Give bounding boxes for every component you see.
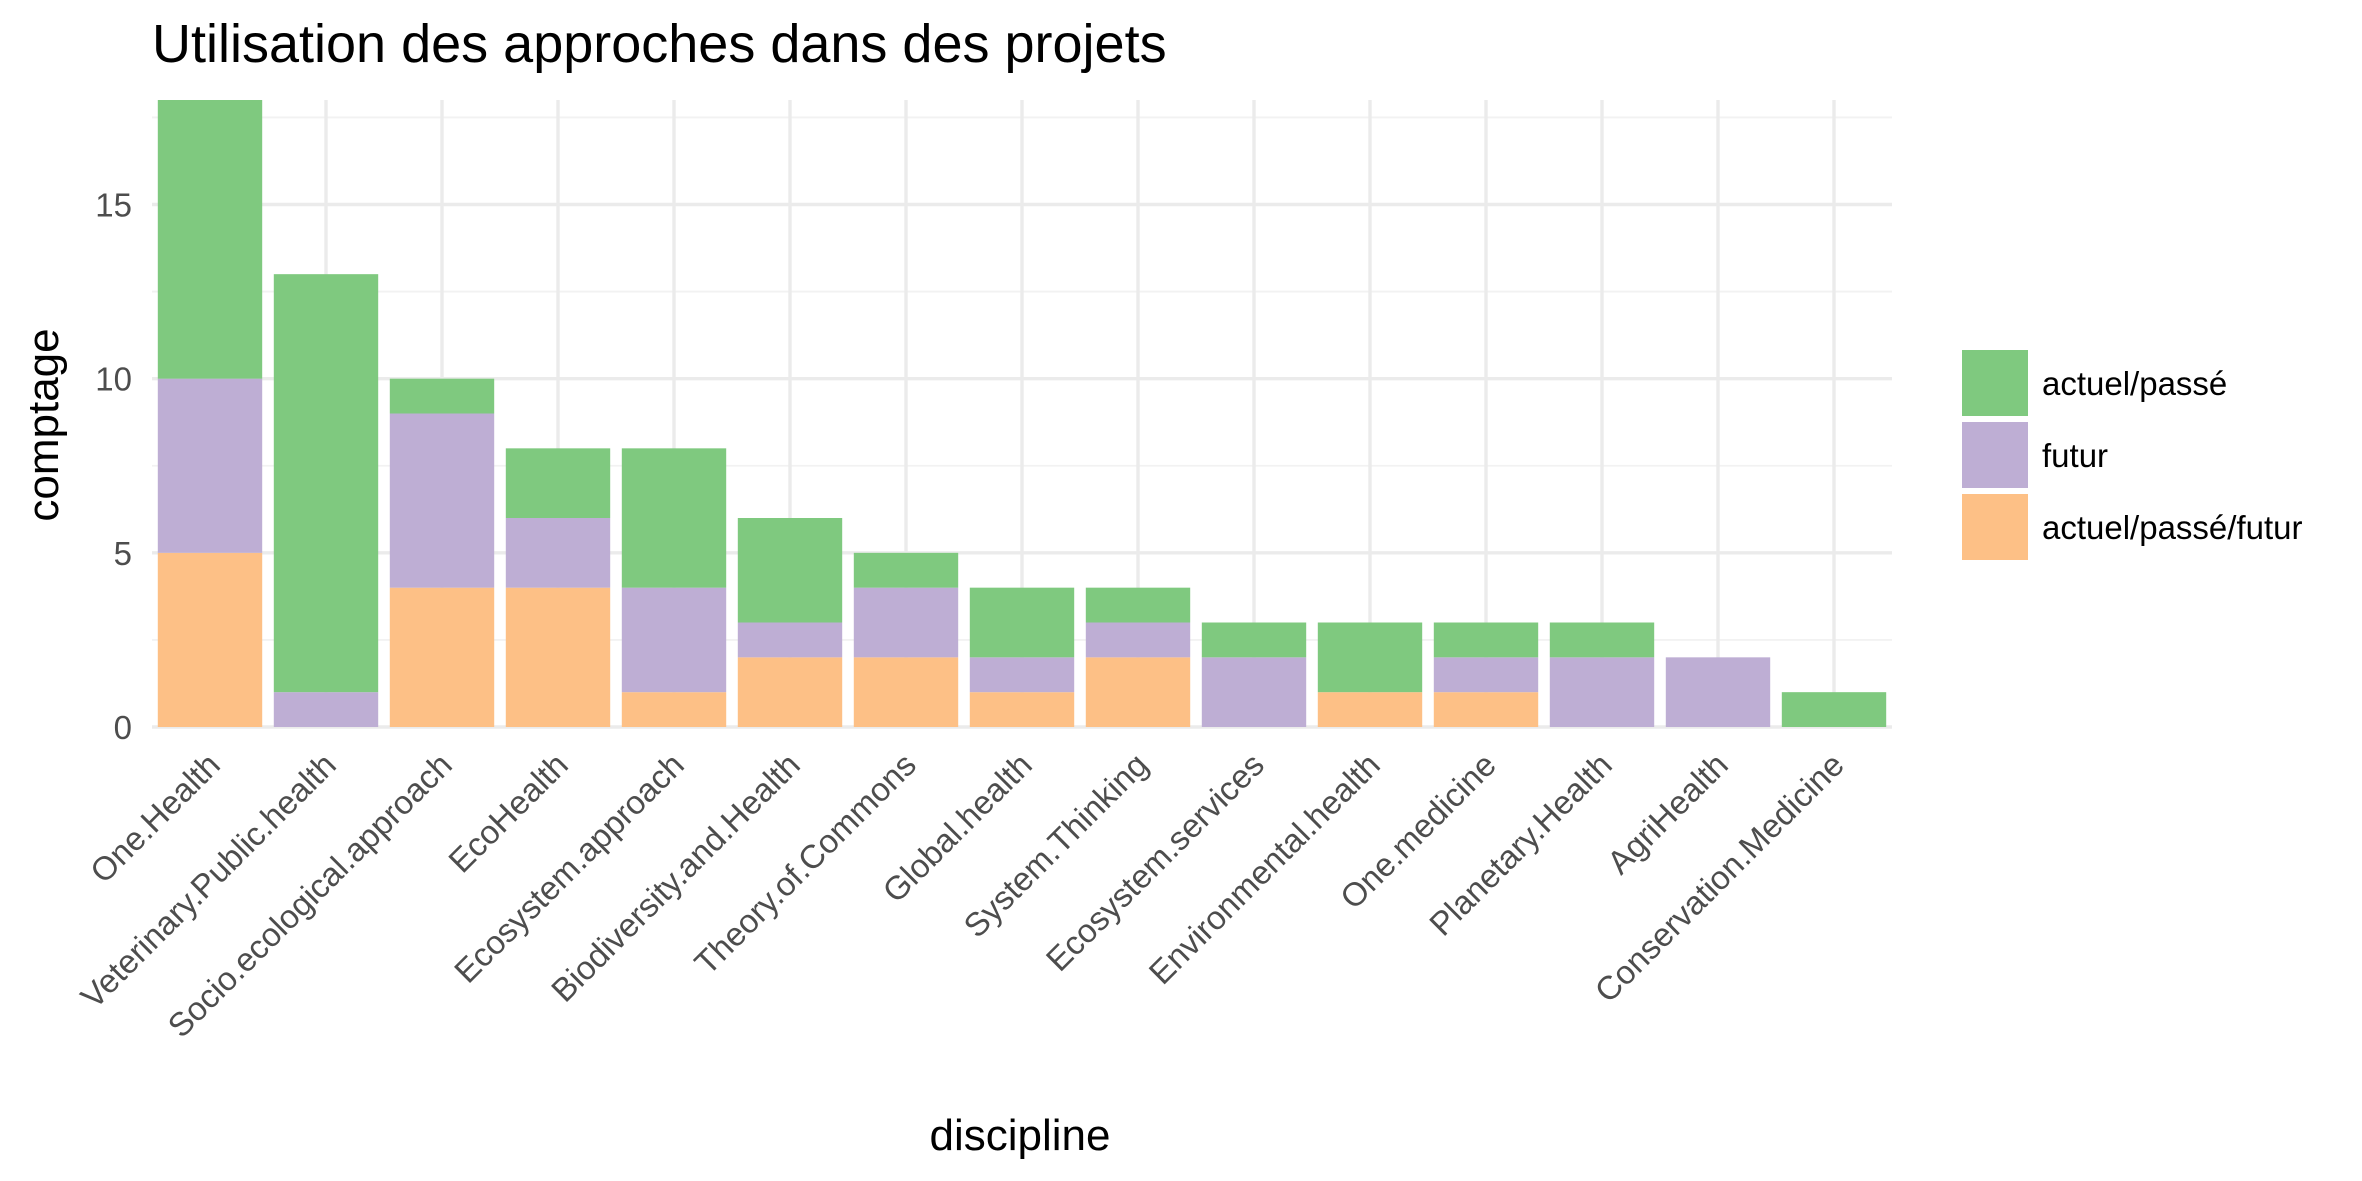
- bar-segment: Global.health — actuel/passé/futur: 1: [969, 692, 1075, 727]
- y-tick-label: 15: [95, 187, 132, 224]
- bar-segment: Global.health — actuel/passé: 2: [969, 587, 1075, 658]
- legend: actuel/passé futur actuel/passé/futur: [1962, 350, 2303, 560]
- x-tick-label: Ecosystem.services: [1039, 746, 1271, 978]
- y-axis-title: comptage: [19, 328, 68, 521]
- bar-segment: Ecosystem.approach — futur: 3: [621, 587, 727, 693]
- bar-segment: EcoHealth — actuel/passé/futur: 4: [505, 587, 611, 727]
- y-tick-label: 0: [114, 709, 132, 746]
- legend-label: actuel/passé: [2042, 365, 2227, 402]
- legend-swatch: [1962, 350, 2028, 416]
- bar-segment: Ecosystem.approach — actuel/passé/futur:…: [621, 692, 727, 727]
- bar-segment: Planetary.Health — actuel/passé: 1: [1549, 622, 1655, 658]
- bar-segment: System.Thinking — actuel/passé/futur: 2: [1085, 657, 1191, 727]
- bar-segment: Global.health — futur: 1: [969, 657, 1075, 693]
- bar-segment: Theory.of.Commons — actuel/passé/futur: …: [853, 657, 959, 727]
- bar-segment: One.medicine — futur: 1: [1433, 657, 1539, 693]
- bar-segment: System.Thinking — futur: 1: [1085, 622, 1191, 658]
- bar-segment: EcoHealth — futur: 2: [505, 518, 611, 588]
- y-axis-ticks: 0 5 10 15: [95, 187, 132, 747]
- bar-segment: Ecosystem.services — actuel/passé: 1: [1201, 622, 1307, 658]
- bar-segment: Environmental.health — actuel/passé: 2: [1317, 622, 1423, 693]
- bar-segment: Theory.of.Commons — actuel/passé: 1: [853, 552, 959, 588]
- bar-segment: System.Thinking — actuel/passé: 1: [1085, 587, 1191, 623]
- bar-segment: One.Health — futur: 5: [157, 378, 263, 553]
- y-tick-label: 10: [95, 361, 132, 398]
- legend-swatch: [1962, 422, 2028, 488]
- bar-segment: Ecosystem.approach — actuel/passé: 4: [621, 448, 727, 588]
- bar-segment: AgriHealth — futur: 2: [1665, 657, 1771, 727]
- bar-segment: Biodiversity.and.Health — actuel/passé/f…: [737, 657, 843, 727]
- bar-segment: EcoHealth — actuel/passé: 2: [505, 448, 611, 518]
- y-tick-label: 5: [114, 535, 132, 572]
- x-tick-label: Environmental.health: [1142, 746, 1387, 991]
- legend-label: actuel/passé/futur: [2042, 509, 2303, 546]
- bar-segment: Environmental.health — actuel/passé/futu…: [1317, 692, 1423, 727]
- bar-segment: Theory.of.Commons — futur: 2: [853, 587, 959, 658]
- x-tick-label: Ecosystem.approach: [447, 746, 691, 990]
- bar-segment: Ecosystem.services — futur: 2: [1201, 657, 1307, 727]
- bar-segment: Socio.ecological.approach — futur: 5: [389, 413, 495, 588]
- x-axis-title: discipline: [930, 1111, 1111, 1160]
- bar-segment: Veterinary.Public.health — futur: 1: [273, 692, 379, 727]
- bar-segment: Planetary.Health — futur: 2: [1549, 657, 1655, 727]
- bar-segment: One.medicine — actuel/passé: 1: [1433, 622, 1539, 658]
- legend-label: futur: [2042, 437, 2108, 474]
- legend-swatch: [1962, 494, 2028, 560]
- bar-segment: One.medicine — actuel/passé/futur: 1: [1433, 692, 1539, 727]
- bars: One.Health — actuel/passé/futur: 5One.He…: [157, 100, 1887, 727]
- x-tick-label: Theory.of.Commons: [687, 746, 923, 982]
- bar-segment: Biodiversity.and.Health — actuel/passé: …: [737, 518, 843, 623]
- x-axis-ticks: One.HealthVeterinary.Public.healthSocio.…: [73, 746, 1851, 1045]
- bar-segment: Conservation.Medicine — actuel/passé: 1: [1781, 692, 1887, 727]
- chart-title: Utilisation des approches dans des proje…: [152, 14, 1167, 74]
- bar-segment: Biodiversity.and.Health — futur: 1: [737, 622, 843, 658]
- bar-segment: One.Health — actuel/passé: 8: [157, 100, 263, 379]
- bar-segment: Veterinary.Public.health — actuel/passé:…: [273, 274, 379, 693]
- bar-segment: Socio.ecological.approach — actuel/passé…: [389, 378, 495, 414]
- bar-segment: Socio.ecological.approach — actuel/passé…: [389, 587, 495, 727]
- bar-segment: One.Health — actuel/passé/futur: 5: [157, 552, 263, 727]
